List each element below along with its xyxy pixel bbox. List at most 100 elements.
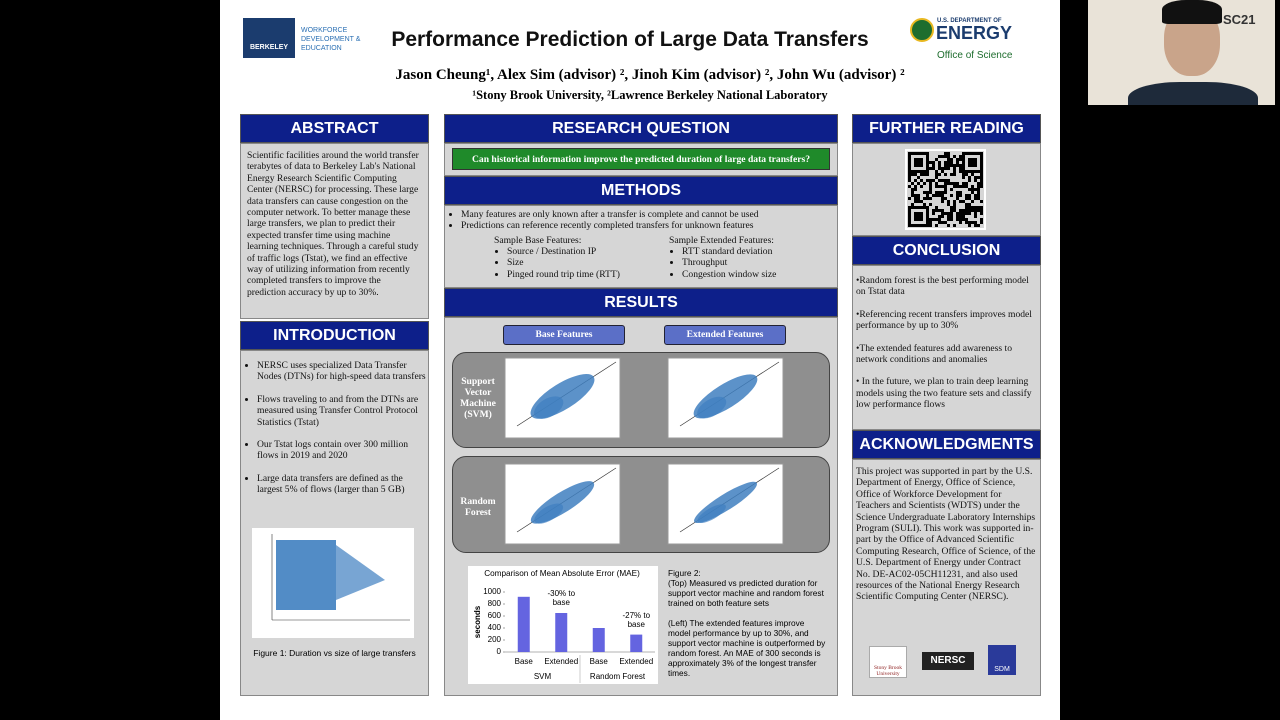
qr-module: [971, 158, 974, 161]
qr-module: [959, 200, 962, 203]
qr-module: [965, 170, 968, 173]
qr-module: [980, 179, 983, 182]
qr-module: [938, 185, 941, 188]
qr-module: [935, 173, 938, 176]
qr-module: [935, 209, 938, 212]
hair: [1162, 0, 1222, 24]
sponsor-logo: SDM: [988, 645, 1016, 675]
qr-module: [980, 221, 983, 224]
qr-module: [953, 203, 956, 206]
qr-module: [950, 161, 953, 164]
qr-module: [971, 161, 974, 164]
qr-module: [908, 155, 911, 158]
intro-item: Flows traveling to and from the DTNs are…: [257, 394, 429, 428]
qr-module: [977, 206, 980, 209]
qr-module: [974, 224, 977, 227]
qr-module: [926, 179, 929, 182]
qr-module: [950, 206, 953, 209]
qr-module: [980, 218, 983, 221]
qr-module: [953, 167, 956, 170]
qr-module: [974, 158, 977, 161]
qr-module: [974, 161, 977, 164]
qr-module: [929, 167, 932, 170]
qr-module: [953, 206, 956, 209]
qr-module: [908, 215, 911, 218]
qr-module: [950, 212, 953, 215]
base-title: Sample Base Features:: [494, 235, 582, 246]
bar: [555, 613, 568, 652]
qr-module: [956, 191, 959, 194]
qr-module: [968, 188, 971, 191]
figure-caption: Figure 1: Duration vs size of large tran…: [253, 648, 416, 658]
qr-module: [914, 179, 917, 182]
qr-module: [968, 161, 971, 164]
qr-module: [980, 206, 983, 209]
section-heading: METHODS: [444, 176, 838, 205]
qr-module: [917, 215, 920, 218]
qr-module: [965, 185, 968, 188]
qr-module: [980, 200, 983, 203]
qr-module: [956, 197, 959, 200]
qr-module: [968, 221, 971, 224]
qr-module: [980, 185, 983, 188]
qr-module: [932, 218, 935, 221]
qr-module: [920, 158, 923, 161]
qr-module: [947, 215, 950, 218]
qr-module: [974, 215, 977, 218]
qr-module: [947, 218, 950, 221]
base-feature: Pinged round trip time (RTT): [507, 269, 667, 280]
qr-module: [956, 185, 959, 188]
qr-module: [962, 155, 965, 158]
qr-module: [917, 194, 920, 197]
point-cloud: [697, 396, 727, 419]
qr-module: [977, 170, 980, 173]
qr-module: [971, 206, 974, 209]
qr-module: [953, 155, 956, 158]
poster-title: Performance Prediction of Large Data Tra…: [391, 28, 869, 51]
row-label: Support Vector Machine (SVM): [460, 376, 496, 420]
qr-module: [938, 167, 941, 170]
y-tick-label: 600: [488, 611, 502, 620]
x-tick-label: Base: [590, 657, 609, 666]
extended-features: RTT standard deviationThroughputCongesti…: [668, 246, 842, 280]
qr-module: [944, 179, 947, 182]
qr-module: [908, 158, 911, 161]
qr-module: [953, 170, 956, 173]
qr-module: [980, 155, 983, 158]
qr-module: [914, 194, 917, 197]
qr-module: [956, 164, 959, 167]
qr-module: [920, 215, 923, 218]
qr-module: [935, 206, 938, 209]
qr-module: [929, 203, 932, 206]
qr-module: [941, 200, 944, 203]
qr-module: [959, 170, 962, 173]
qr-module: [908, 173, 911, 176]
section-body: [444, 205, 838, 288]
qr-module: [950, 194, 953, 197]
qr-module: [923, 173, 926, 176]
point-cloud: [697, 504, 726, 523]
qr-module: [956, 158, 959, 161]
qr-module: [965, 206, 968, 209]
figure-2-paragraph: (Top) Measured vs predicted duration for…: [668, 578, 824, 608]
extended-title: Sample Extended Features:: [669, 235, 774, 246]
qr-module: [974, 152, 977, 155]
qr-module: [965, 173, 968, 176]
qr-module: [971, 170, 974, 173]
sponsor-logo: NERSC: [922, 652, 974, 670]
qr-module: [926, 218, 929, 221]
qr-module: [908, 209, 911, 212]
doe-sub: Office of Science: [937, 50, 1013, 61]
qr-module: [935, 185, 938, 188]
qr-module: [938, 155, 941, 158]
qr-module: [938, 194, 941, 197]
qr-module: [956, 182, 959, 185]
qr-module: [920, 179, 923, 182]
qr-module: [977, 152, 980, 155]
qr-module: [926, 167, 929, 170]
qr-module: [908, 167, 911, 170]
qr-module: [962, 158, 965, 161]
qr-module: [911, 173, 914, 176]
y-tick-label: 1000: [483, 587, 501, 596]
webcam-badge: SC21: [1223, 12, 1256, 27]
